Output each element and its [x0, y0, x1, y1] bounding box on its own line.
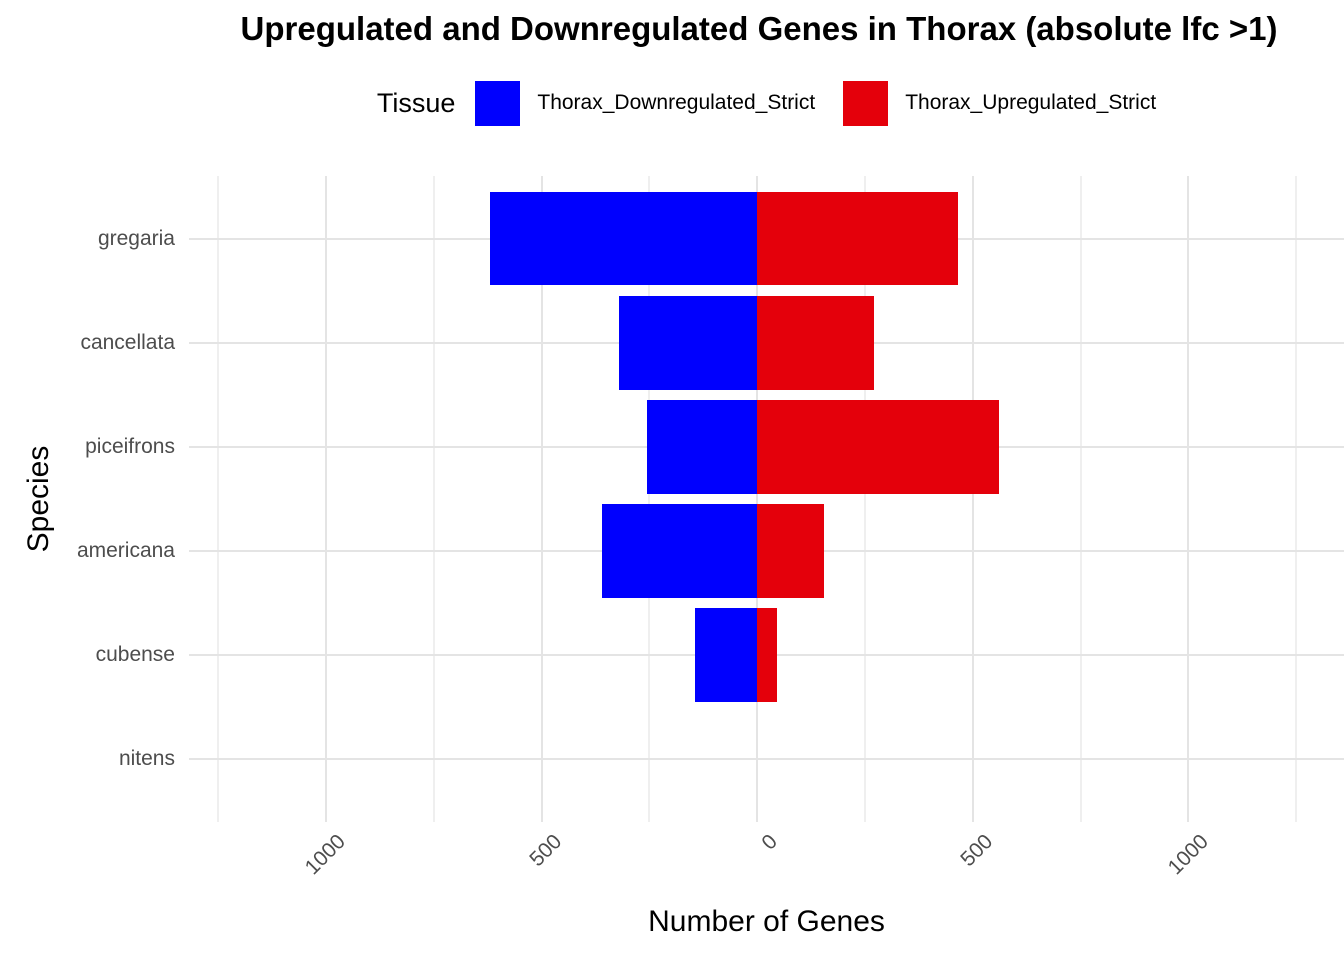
gridline-minor	[1295, 176, 1298, 822]
bar-upregulated-americana	[757, 504, 825, 598]
y-tick-label-americana: americana	[76, 539, 175, 563]
legend: Tissue Thorax_Downregulated_Strict Thora…	[189, 80, 1344, 126]
gridline-major	[971, 176, 974, 822]
gridline-major	[325, 176, 328, 822]
bar-downregulated-americana	[602, 504, 758, 598]
gridline-minor	[1079, 176, 1082, 822]
x-tick-label-1000-0: 1000	[301, 830, 351, 880]
chart-title: Upregulated and Downregulated Genes in T…	[240, 10, 1278, 47]
y-tick-label-cancellata: cancellata	[80, 330, 175, 354]
bar-upregulated-cancellata	[757, 295, 874, 390]
plot-panel	[189, 176, 1344, 822]
y-tick-label-cubense: cubense	[95, 643, 175, 667]
legend-title: Tissue	[376, 87, 456, 118]
gridline-major	[540, 176, 543, 822]
legend-label-downregulated: Thorax_Downregulated_Strict	[537, 91, 816, 114]
legend-item-downregulated: Thorax_Downregulated_Strict	[475, 80, 816, 126]
y-axis-tick-labels: gregaria cancellata piceifrons americana cub…	[0, 176, 189, 822]
gridline-minor	[648, 176, 651, 822]
legend-swatch-upregulated-red	[843, 80, 889, 126]
legend-swatch-downregulated-blue	[475, 80, 521, 126]
x-tick-label-500-3: 500	[956, 830, 998, 872]
x-axis-title: Number of Genes	[648, 905, 885, 938]
gridline-category	[189, 758, 1344, 761]
gridline-minor	[432, 176, 435, 822]
bar-downregulated-cancellata	[619, 295, 758, 390]
x-axis-tick-labels: 1000 500 0 500 1000	[189, 830, 1344, 902]
bar-upregulated-cubense	[757, 608, 777, 703]
gridline-major	[756, 176, 759, 822]
x-tick-label-1000-4: 1000	[1163, 830, 1213, 880]
y-tick-label-nitens: nitens	[118, 747, 175, 771]
y-tick-label-piceifrons: piceifrons	[85, 434, 175, 458]
y-tick-label-gregaria: gregaria	[97, 226, 175, 250]
gridline-minor	[217, 176, 220, 822]
x-tick-label-0-2: 0	[756, 830, 782, 855]
gridline-major	[1187, 176, 1190, 822]
bar-upregulated-piceifrons	[757, 400, 999, 494]
bar-downregulated-cubense	[694, 608, 758, 703]
bar-downregulated-gregaria	[489, 191, 758, 286]
bar-upregulated-gregaria	[757, 191, 958, 286]
bar-downregulated-piceifrons	[647, 400, 758, 494]
legend-item-upregulated: Thorax_Upregulated_Strict	[843, 80, 1157, 126]
legend-label-upregulated: Thorax_Upregulated_Strict	[905, 91, 1157, 114]
gridline-minor	[864, 176, 866, 822]
x-tick-label-500-1: 500	[524, 830, 566, 872]
